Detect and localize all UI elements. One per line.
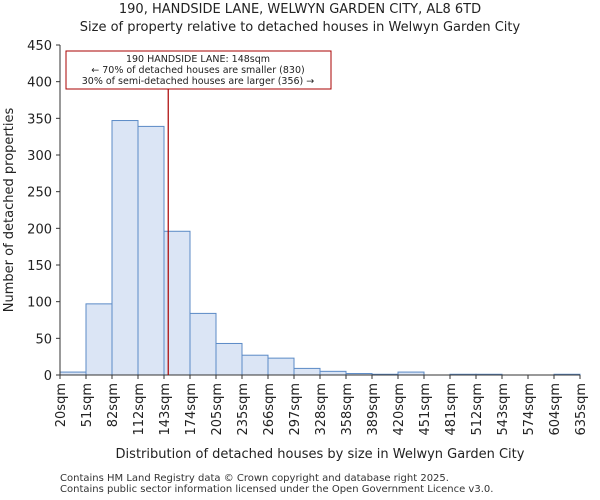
y-tick-label: 300 xyxy=(27,149,52,164)
histogram-bar xyxy=(85,303,113,376)
x-tick-label: 82sqm xyxy=(106,383,121,427)
y-tick-label: 200 xyxy=(27,222,52,237)
x-axis-label: Distribution of detached houses by size … xyxy=(116,447,525,462)
y-tick-label: 0 xyxy=(44,369,52,384)
x-tick-label: 543sqm xyxy=(496,383,511,436)
x-tick-label: 266sqm xyxy=(262,383,277,436)
x-tick-label: 51sqm xyxy=(80,383,95,427)
histogram-bar xyxy=(189,312,217,376)
histogram-bar xyxy=(267,357,295,376)
x-tick-label: 420sqm xyxy=(392,383,407,436)
x-tick-label: 20sqm xyxy=(54,383,69,427)
histogram-bar xyxy=(241,354,269,376)
y-tick-label: 250 xyxy=(27,186,52,201)
x-tick-label: 481sqm xyxy=(444,383,459,436)
y-axis-label: Number of detached properties xyxy=(2,108,17,313)
x-tick-label: 297sqm xyxy=(288,383,303,436)
x-tick-label: 451sqm xyxy=(418,383,433,436)
annotation-line-2: ← 70% of detached houses are smaller (83… xyxy=(91,65,304,76)
y-tick-label: 350 xyxy=(27,112,52,127)
y-tick-label: 100 xyxy=(27,296,52,311)
chart-subtitle: Size of property relative to detached ho… xyxy=(79,20,521,35)
annotation-line-1: 190 HANDSIDE LANE: 148sqm xyxy=(126,54,270,65)
y-tick-label: 400 xyxy=(27,76,52,91)
histogram-bar xyxy=(111,120,139,376)
x-tick-label: 235sqm xyxy=(236,383,251,436)
chart-title: 190, HANDSIDE LANE, WELWYN GARDEN CITY, … xyxy=(118,2,482,17)
footer-line-1: Contains HM Land Registry data © Crown c… xyxy=(60,473,449,484)
annotation-box xyxy=(65,50,332,90)
footer-line-2: Contains public sector information licen… xyxy=(60,484,494,495)
histogram-bar xyxy=(293,367,321,376)
histogram-bar xyxy=(137,125,165,376)
x-tick-label: 112sqm xyxy=(132,383,147,436)
x-tick-label: 635sqm xyxy=(574,383,589,436)
histogram-bar xyxy=(319,370,347,376)
y-tick-label: 50 xyxy=(35,332,52,347)
annotation-line-3: 30% of semi-detached houses are larger (… xyxy=(82,76,315,87)
x-tick-label: 574sqm xyxy=(522,383,537,436)
x-tick-label: 604sqm xyxy=(548,383,563,436)
histogram-bar xyxy=(215,342,243,376)
x-tick-label: 205sqm xyxy=(210,383,225,436)
y-tick-label: 450 xyxy=(27,39,52,54)
y-tick-label: 150 xyxy=(27,259,52,274)
x-tick-label: 328sqm xyxy=(314,383,329,436)
x-tick-label: 358sqm xyxy=(340,383,355,436)
x-tick-label: 143sqm xyxy=(158,383,173,436)
x-tick-label: 512sqm xyxy=(470,383,485,436)
x-tick-label: 389sqm xyxy=(366,383,381,436)
x-tick-label: 174sqm xyxy=(184,383,199,436)
